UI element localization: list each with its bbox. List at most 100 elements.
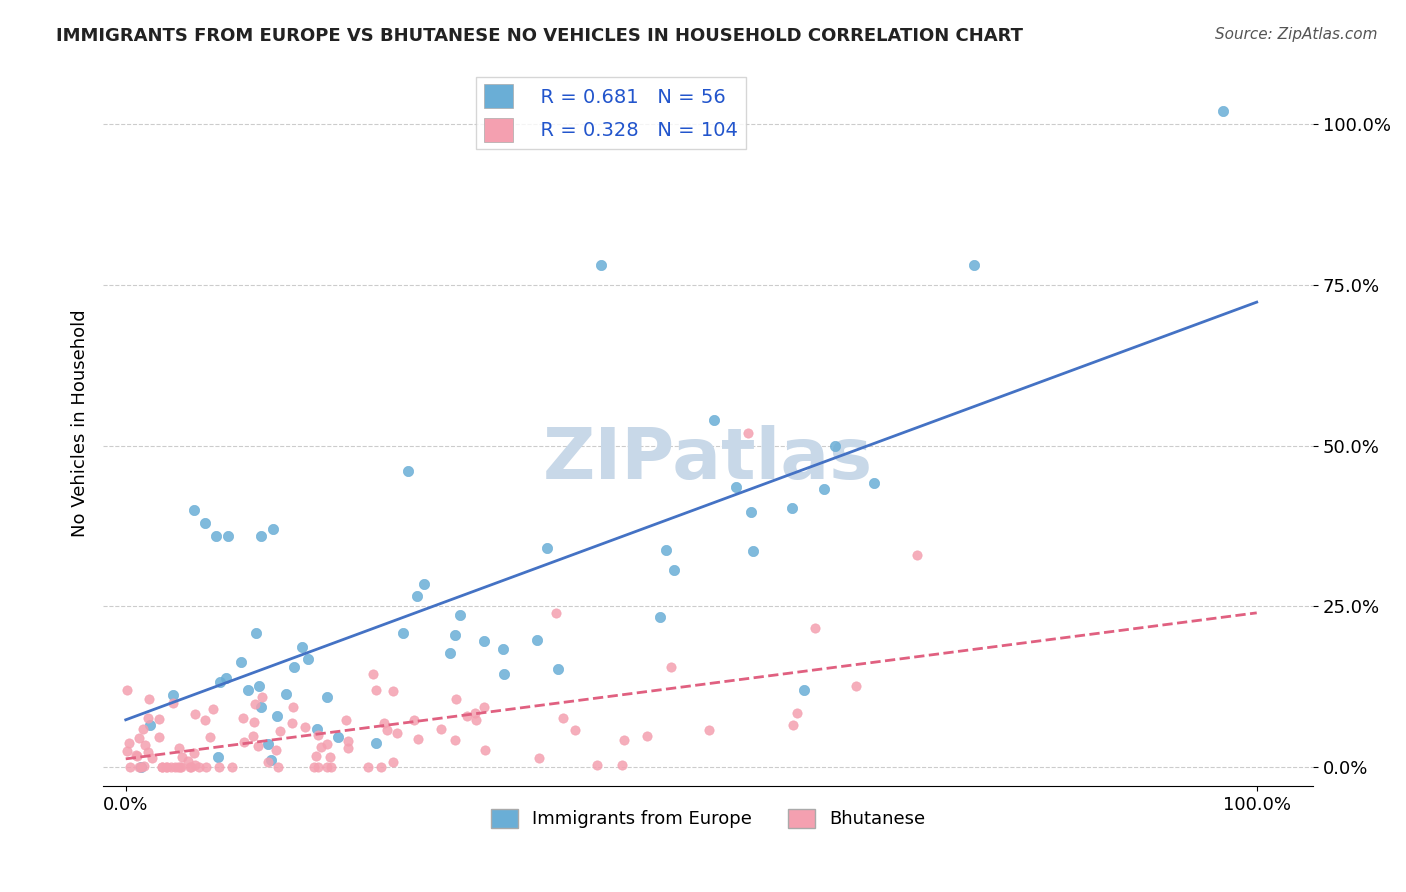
Point <box>373 716 395 731</box>
Text: Source: ZipAtlas.com: Source: ZipAtlas.com <box>1215 27 1378 42</box>
Point <box>217 528 239 542</box>
Point <box>247 679 270 693</box>
Point <box>793 683 815 698</box>
Point <box>247 739 270 754</box>
Point <box>136 745 159 759</box>
Point <box>527 751 550 765</box>
Point <box>782 718 804 732</box>
Point <box>205 528 228 542</box>
Point <box>316 690 339 705</box>
Point <box>257 755 280 769</box>
Point <box>245 698 267 712</box>
Point <box>387 725 409 739</box>
Point <box>266 708 288 723</box>
Point <box>456 709 478 723</box>
Point <box>139 718 162 732</box>
Point <box>276 687 298 701</box>
Legend: Immigrants from Europe, Bhutanese: Immigrants from Europe, Bhutanese <box>484 802 934 836</box>
Point <box>201 702 224 716</box>
Point <box>444 733 467 747</box>
Point <box>176 754 198 768</box>
Point <box>402 713 425 727</box>
Point <box>125 747 148 762</box>
Point <box>141 751 163 765</box>
Point <box>553 711 575 725</box>
Point <box>148 712 170 726</box>
Point <box>963 259 986 273</box>
Point <box>232 711 254 725</box>
Point <box>364 683 387 698</box>
Point <box>194 714 217 728</box>
Point <box>813 482 835 496</box>
Point <box>405 590 427 604</box>
Point <box>724 480 747 494</box>
Point <box>180 760 202 774</box>
Point <box>316 760 339 774</box>
Point <box>585 757 607 772</box>
Point <box>269 723 291 738</box>
Point <box>392 625 415 640</box>
Point <box>243 715 266 730</box>
Point <box>319 760 342 774</box>
Point <box>335 714 357 728</box>
Point <box>337 734 360 748</box>
Point <box>118 736 141 750</box>
Point <box>406 732 429 747</box>
Point <box>474 743 496 757</box>
Point <box>118 760 141 774</box>
Point <box>221 760 243 774</box>
Point <box>132 759 155 773</box>
Point <box>128 760 150 774</box>
Point <box>412 577 434 591</box>
Point <box>169 760 191 774</box>
Point <box>845 679 868 693</box>
Point <box>430 722 453 736</box>
Point <box>183 503 205 517</box>
Point <box>309 739 332 754</box>
Point <box>132 723 155 737</box>
Point <box>381 684 404 698</box>
Point <box>172 750 194 764</box>
Point <box>364 736 387 750</box>
Point <box>194 760 217 774</box>
Y-axis label: No Vehicles in Household: No Vehicles in Household <box>72 310 89 537</box>
Point <box>444 628 467 642</box>
Point <box>294 720 316 734</box>
Point <box>703 413 725 427</box>
Point <box>650 610 672 624</box>
Point <box>740 505 762 519</box>
Point <box>659 660 682 674</box>
Point <box>589 259 612 273</box>
Point <box>449 607 471 622</box>
Point <box>326 730 349 744</box>
Point <box>167 760 190 774</box>
Point <box>741 543 763 558</box>
Point <box>699 723 721 737</box>
Point <box>780 501 803 516</box>
Point <box>262 522 284 536</box>
Point <box>370 760 392 774</box>
Point <box>862 476 884 491</box>
Point <box>361 666 384 681</box>
Point <box>439 646 461 660</box>
Point <box>155 760 177 774</box>
Text: ZIPatlas: ZIPatlas <box>543 425 873 494</box>
Point <box>208 760 231 774</box>
Point <box>613 732 636 747</box>
Point <box>184 758 207 772</box>
Point <box>377 723 399 737</box>
Point <box>526 633 548 648</box>
Point <box>382 755 405 769</box>
Point <box>231 655 253 669</box>
Point <box>160 760 183 774</box>
Point <box>307 728 329 742</box>
Point <box>544 606 567 620</box>
Point <box>266 742 288 756</box>
Point <box>336 741 359 756</box>
Point <box>636 729 658 743</box>
Point <box>250 700 273 714</box>
Point <box>907 548 929 562</box>
Point <box>302 760 325 774</box>
Point <box>245 626 267 640</box>
Point <box>250 690 273 705</box>
